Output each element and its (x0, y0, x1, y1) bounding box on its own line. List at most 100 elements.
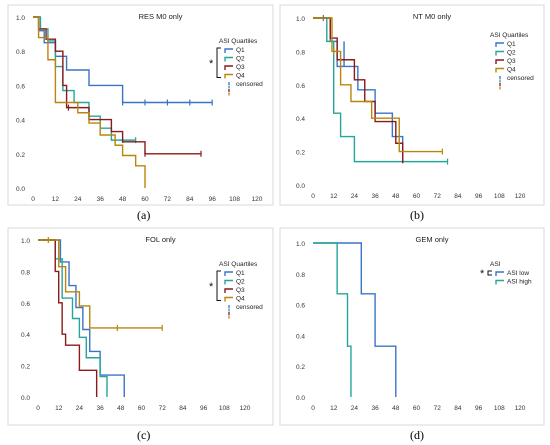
chart-panel-3: FOL only 0.0 0.2 0.4 0.6 0.8 1.0 0 12 24 36 48 60 72 8… (7, 227, 274, 426)
legend-label: ASI low (507, 270, 529, 277)
y-tick-label: 0.2 (296, 364, 305, 371)
x-tick-label: 12 (330, 193, 338, 200)
y-tick-label: 0.8 (16, 49, 25, 56)
y-tick-label: 0.0 (16, 186, 25, 193)
km-curve-q1 (38, 239, 125, 397)
chart-title: FOL only (145, 235, 175, 244)
y-tick-label: 0.4 (296, 333, 305, 340)
x-tick-label: 24 (76, 405, 84, 412)
x-tick-label: 60 (413, 193, 421, 200)
y-tick-label: 0.6 (296, 303, 305, 310)
legend-swatch (224, 73, 233, 79)
legend-swatch (495, 59, 504, 64)
chart-panel-1: RES M0 only 0.0 0.2 0.4 0.6 0.8 1.0 0 12 24 36 48 60… (7, 4, 274, 206)
legend-title: ASI Quartiles (490, 32, 529, 39)
legend-label: censored (507, 75, 534, 82)
legend-swatch (224, 271, 233, 276)
y-tick-label: 0.6 (16, 83, 25, 90)
x-tick-label: 36 (371, 405, 379, 412)
x-tick-label: 96 (209, 196, 217, 203)
y-tick-label: 1.0 (21, 238, 30, 245)
y-tick-label: 1.0 (16, 15, 25, 22)
legend-label: ASI high (507, 279, 532, 286)
chart-title: RES M0 only (139, 12, 183, 21)
x-tick-label: 84 (454, 405, 462, 412)
y-tick-label: 0.4 (296, 116, 305, 123)
legend-label: Q1 (507, 41, 516, 48)
legend-swatch (495, 279, 504, 285)
panel-label-a: (a) (137, 208, 151, 222)
legend-label: Q2 (236, 279, 245, 286)
x-tick-label: 96 (475, 193, 483, 200)
x-tick-label: 0 (36, 405, 40, 412)
x-tick-label: 108 (229, 196, 240, 203)
x-tick-label: 48 (392, 193, 400, 200)
x-tick-label: 48 (392, 405, 400, 412)
km-curve-asi-low (313, 242, 397, 397)
legend-swatch (495, 50, 504, 56)
x-tick-label: 120 (515, 405, 526, 412)
x-tick-label: 72 (159, 405, 167, 412)
y-tick-label: 0.0 (296, 395, 305, 402)
panel-frame (7, 4, 274, 206)
x-tick-label: 60 (138, 405, 146, 412)
chart-title: GEM only (416, 235, 449, 244)
legend-title: ASI Quartiles (219, 38, 258, 45)
y-tick-label: 0.4 (21, 332, 30, 339)
legend-label: censored (236, 81, 263, 88)
y-tick-label: 0.8 (296, 272, 305, 279)
x-tick-label: 24 (74, 196, 82, 203)
legend-swatch (224, 296, 233, 302)
x-tick-label: 36 (96, 405, 104, 412)
km-curve-q2 (38, 239, 108, 397)
legend-label: Q1 (236, 270, 245, 277)
x-tick-label: 72 (434, 193, 442, 200)
x-tick-label: 0 (311, 193, 315, 200)
x-tick-label: 12 (330, 405, 338, 412)
y-tick-label: 0.8 (21, 269, 30, 276)
y-tick-label: 0.2 (296, 150, 305, 157)
significance-marker: * (480, 268, 485, 280)
legend-label: Q4 (507, 67, 516, 74)
legend-title: ASI Quartiles (219, 261, 258, 268)
legend-label: Q2 (507, 50, 516, 57)
panel-label-b: (b) (410, 208, 424, 222)
legend-title: ASI (490, 261, 501, 268)
x-tick-label: 120 (252, 196, 263, 203)
legend-label: Q4 (236, 296, 245, 303)
legend-label: censored (236, 304, 263, 311)
significance-marker: * (209, 58, 214, 70)
legend-swatch (224, 288, 233, 293)
x-tick-label: 108 (494, 405, 505, 412)
km-curve-q4 (313, 17, 443, 153)
panel-frame (279, 4, 545, 206)
x-tick-label: 60 (141, 196, 149, 203)
y-tick-label: 0.2 (21, 364, 30, 371)
panel-frame (7, 227, 274, 426)
y-tick-label: 0.6 (21, 301, 30, 308)
x-tick-label: 84 (186, 196, 194, 203)
significance-bracket (487, 270, 492, 276)
chart-panel-2: NT M0 only 0.0 0.2 0.4 0.6 0.8 1.0 0 12 24 36 48 60 7… (279, 4, 545, 206)
legend-swatch (495, 67, 504, 73)
x-tick-label: 96 (200, 405, 208, 412)
y-tick-label: 0.8 (296, 49, 305, 56)
km-curve-q4 (38, 239, 163, 329)
legend-label: Q3 (507, 58, 516, 65)
y-tick-label: 0.0 (21, 395, 30, 402)
legend-swatch (495, 42, 504, 47)
km-curve-q1 (33, 16, 213, 104)
y-tick-label: 0.4 (16, 118, 25, 125)
legend-label: Q4 (236, 73, 245, 80)
legend-swatch (224, 65, 233, 70)
x-tick-label: 48 (117, 405, 125, 412)
x-tick-label: 36 (97, 196, 105, 203)
km-curve-q3 (33, 16, 201, 155)
x-tick-label: 0 (311, 405, 315, 412)
chart-panel-4: GEM only 0.0 0.2 0.4 0.6 0.8 1.0 0 12 24 36 48 60 72 8… (279, 227, 545, 426)
significance-marker: * (209, 281, 214, 293)
x-tick-label: 84 (454, 193, 462, 200)
legend-label: Q3 (236, 64, 245, 71)
legend-label: Q2 (236, 56, 245, 63)
